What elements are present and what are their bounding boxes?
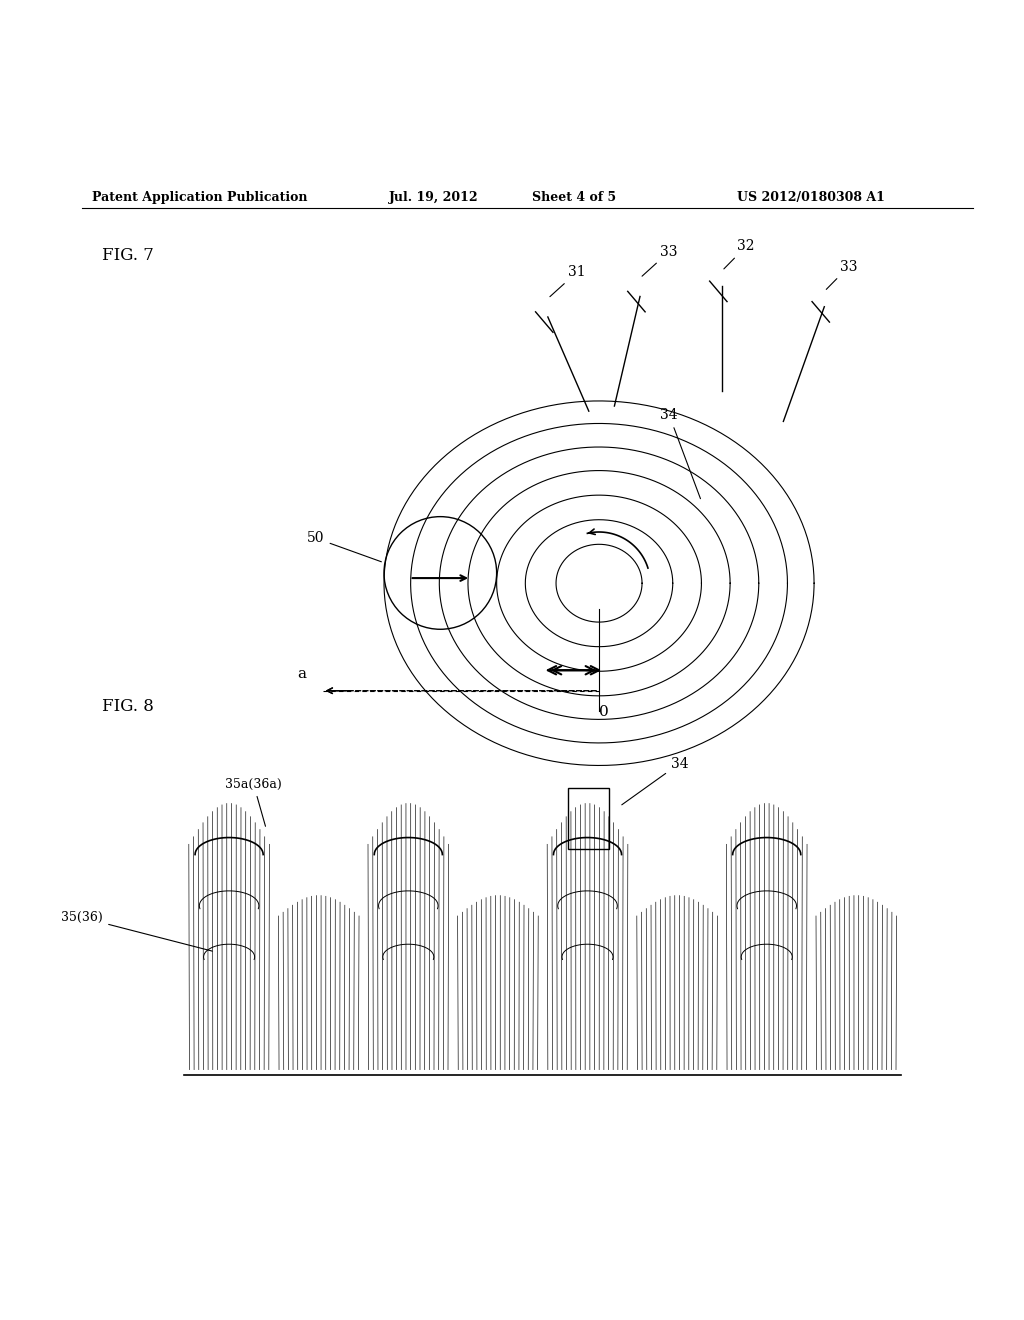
Text: 34: 34 xyxy=(622,756,688,805)
Text: 35(36): 35(36) xyxy=(61,911,212,952)
Text: FIG. 7: FIG. 7 xyxy=(102,247,155,264)
Text: 33: 33 xyxy=(826,260,857,289)
Bar xyxy=(568,788,609,850)
Text: 33: 33 xyxy=(642,244,678,276)
Text: 35a(36a): 35a(36a) xyxy=(225,777,282,826)
Text: FIG. 8: FIG. 8 xyxy=(102,697,155,714)
Text: US 2012/0180308 A1: US 2012/0180308 A1 xyxy=(737,190,885,203)
Text: 31: 31 xyxy=(550,265,586,297)
Text: 32: 32 xyxy=(724,239,755,269)
Text: 34: 34 xyxy=(660,408,700,499)
Text: Patent Application Publication: Patent Application Publication xyxy=(92,190,307,203)
Text: 50: 50 xyxy=(307,531,381,562)
Text: 0: 0 xyxy=(599,705,609,719)
Text: Jul. 19, 2012: Jul. 19, 2012 xyxy=(389,190,479,203)
Text: Sheet 4 of 5: Sheet 4 of 5 xyxy=(532,190,616,203)
Text: a: a xyxy=(298,668,306,681)
